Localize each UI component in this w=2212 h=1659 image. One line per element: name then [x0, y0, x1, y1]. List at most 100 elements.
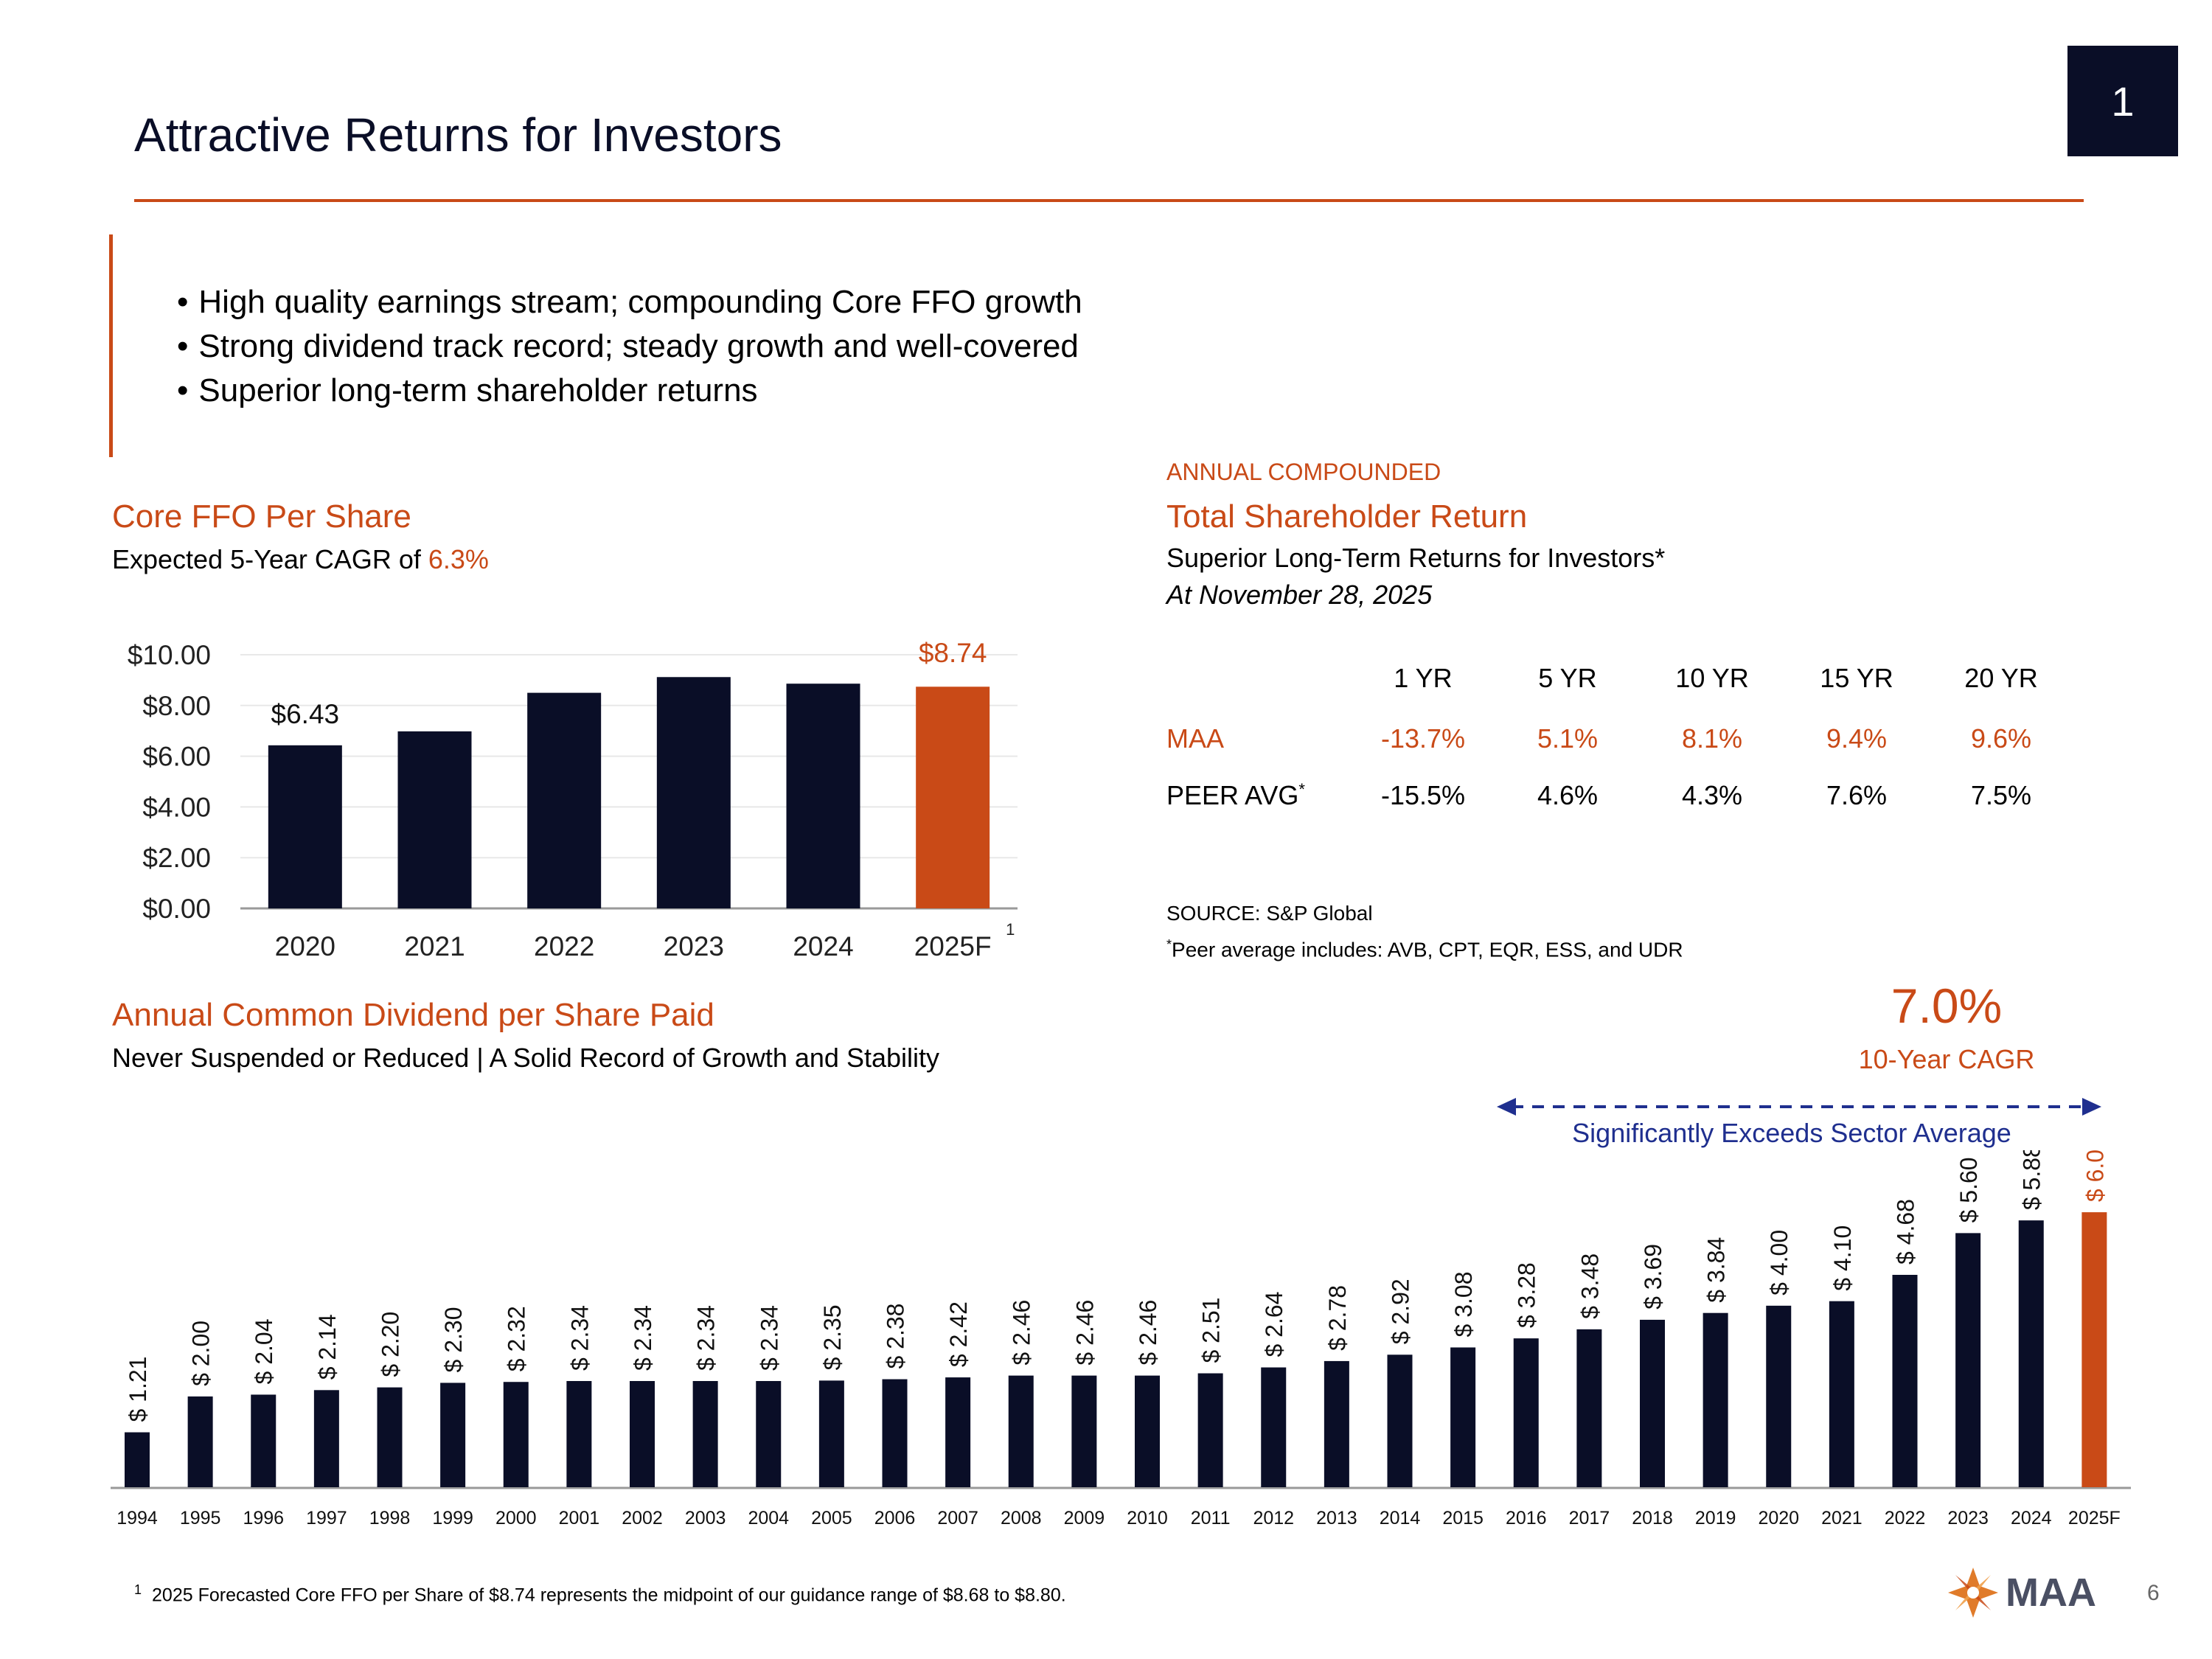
year-label: 2023 [1947, 1508, 1989, 1528]
dividend-bar [1576, 1329, 1602, 1487]
tsr-subtitle: Superior Long-Term Returns for Investors… [1166, 543, 1666, 573]
tsr-cell: 4.3% [1681, 780, 1743, 810]
ffo-subtitle-prefix: Expected 5-Year CAGR of [112, 544, 428, 574]
ffo-bar [527, 692, 602, 908]
peer-note-text: Peer average includes: AVB, CPT, EQR, ES… [1172, 938, 1683, 961]
year-label: 2007 [937, 1508, 978, 1528]
tsr-row-label: MAA [1166, 723, 1225, 754]
dividend-value-label: $ 3.48 [1576, 1253, 1603, 1319]
year-label: 2019 [1695, 1508, 1736, 1528]
year-label: 2002 [622, 1508, 663, 1528]
dividend-bar [692, 1381, 718, 1487]
tsr-row-label: PEER AVG* [1150, 770, 1351, 821]
footnote-marker: 1 [134, 1582, 142, 1597]
y-tick-label: $0.00 [142, 894, 211, 924]
dividend-value-label: $ 4.10 [1829, 1225, 1856, 1291]
year-label: 2008 [1001, 1508, 1042, 1528]
dividend-bar [377, 1387, 403, 1487]
year-label: 2025F [2068, 1508, 2121, 1528]
peer-label: PEER AVG [1166, 780, 1299, 810]
dividend-bar [1324, 1360, 1349, 1487]
year-label: 2006 [874, 1508, 916, 1528]
ffo-bar [656, 677, 731, 908]
year-label: 2020 [1758, 1508, 1799, 1528]
tsr-cell: 4.6% [1537, 780, 1599, 810]
dividend-bar [1766, 1305, 1792, 1487]
tsr-row-peer: PEER AVG* -15.5% 4.6% 4.3% 7.6% 7.5% [1150, 770, 2073, 821]
year-label: 2024 [2011, 1508, 2052, 1528]
dividend-bar [1513, 1338, 1539, 1487]
ffo-bar [268, 745, 342, 908]
x-tick-label: 2023 [664, 931, 724, 961]
title-divider [134, 199, 2084, 202]
data-label: $8.74 [919, 638, 987, 668]
year-label: 2016 [1506, 1508, 1547, 1528]
y-tick-label: $2.00 [142, 843, 211, 873]
dividend-value-label: $ 2.32 [504, 1306, 530, 1371]
dividend-value-label: $ 2.42 [945, 1301, 972, 1367]
tsr-cell: 8.1% [1681, 723, 1743, 754]
tsr-title: Total Shareholder Return [1166, 498, 1528, 535]
dividend-value-label: $ 3.84 [1703, 1237, 1730, 1303]
dividend-value-label: $ 2.35 [819, 1304, 846, 1370]
bullet-item: High quality earnings stream; compoundin… [177, 280, 1082, 324]
year-label: 2003 [685, 1508, 726, 1528]
year-label: 1999 [432, 1508, 473, 1528]
maa-logo: MAA [1948, 1568, 2096, 1618]
year-label: 2014 [1380, 1508, 1421, 1528]
y-tick-label: $8.00 [142, 691, 211, 721]
dividend-bar [630, 1381, 655, 1487]
dividend-value-label: $ 4.00 [1766, 1230, 1792, 1295]
dividend-bar [187, 1396, 213, 1487]
logo-text: MAA [2006, 1571, 2096, 1615]
year-label: 2005 [811, 1508, 852, 1528]
tsr-cell: -13.7% [1380, 723, 1466, 754]
dividend-bar [1450, 1347, 1476, 1487]
dividend-bar [125, 1432, 150, 1487]
accent-bar [109, 234, 113, 457]
dividend-bar [1071, 1375, 1097, 1487]
year-label: 2022 [1885, 1508, 1926, 1528]
tsr-cell: 9.6% [1970, 723, 2032, 754]
year-label: 2012 [1253, 1508, 1294, 1528]
dividend-bar [1703, 1312, 1728, 1487]
tsr-col-header: 5 YR [1538, 663, 1597, 693]
dividend-bar [1197, 1373, 1223, 1487]
dividend-bar [503, 1382, 529, 1487]
tsr-row-maa: MAA -13.7% 5.1% 8.1% 9.4% 9.6% [1150, 708, 2073, 770]
dividend-bar [566, 1381, 592, 1487]
dividend-value-label: $ 6.06 [2081, 1150, 2108, 1202]
bullet-item: Strong dividend track record; steady gro… [177, 324, 1082, 369]
dividend-bar [1640, 1319, 1665, 1487]
tsr-col-header: 10 YR [1675, 663, 1749, 693]
ffo-cagr-value: 6.3% [428, 544, 489, 574]
double-arrow-icon [1497, 1098, 2101, 1116]
dividend-value-label: $ 3.69 [1640, 1244, 1666, 1310]
ffo-bar [916, 686, 990, 908]
bullet-item: Superior long-term shareholder returns [177, 369, 1082, 413]
x-tick-label: 2024 [793, 931, 853, 961]
tsr-cell: 9.4% [1826, 723, 1888, 754]
dividend-value-label: $ 2.34 [566, 1305, 593, 1371]
cagr-label: 10-Year CAGR [1858, 1044, 2035, 1074]
x-tick-label: 2025F [914, 931, 992, 961]
dividend-value-label: $ 2.04 [251, 1318, 277, 1384]
dividend-bar [1008, 1375, 1034, 1487]
dividend-title: Annual Common Dividend per Share Paid [112, 997, 714, 1033]
dividend-value-label: $ 2.46 [1009, 1300, 1035, 1366]
dividend-value-label: $ 2.46 [1071, 1300, 1098, 1366]
dividend-value-label: $ 2.34 [630, 1305, 656, 1371]
dividend-bar [1387, 1354, 1413, 1487]
tsr-kicker: ANNUAL COMPOUNDED [1166, 459, 1441, 485]
year-label: 1996 [243, 1508, 284, 1528]
dividend-bar [440, 1382, 466, 1487]
peer-note-line: *Peer average includes: AVB, CPT, EQR, E… [1166, 929, 1683, 965]
section-badge: 1 [2067, 46, 2178, 156]
y-tick-label: $10.00 [128, 640, 211, 670]
year-label: 2015 [1442, 1508, 1484, 1528]
year-label: 2010 [1127, 1508, 1168, 1528]
dividend-value-label: $ 5.60 [1955, 1157, 1982, 1222]
dividend-bar [1261, 1367, 1287, 1487]
year-label: 2001 [559, 1508, 600, 1528]
sector-comparison-label: Significantly Exceeds Sector Average [1572, 1118, 2011, 1148]
